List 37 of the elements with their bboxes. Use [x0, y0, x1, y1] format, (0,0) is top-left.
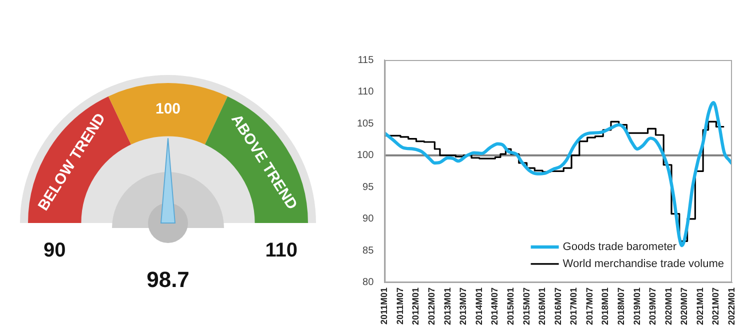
x-tick-label: 2018M07: [616, 287, 626, 325]
y-tick-label: 95: [362, 182, 374, 193]
text: 110: [265, 240, 298, 262]
y-tick-label: 90: [362, 214, 374, 225]
x-tick-label: 2016M01: [537, 287, 548, 325]
y-tick-label: 110: [358, 86, 374, 98]
slice-label: 100: [155, 100, 181, 118]
x-tick-label: 2021M01: [694, 287, 705, 325]
x-tick-label: 2019M01: [632, 287, 642, 325]
text: 98.7: [146, 267, 190, 292]
x-tick-label: 2020M07: [679, 287, 690, 325]
x-tick-label: 2015M07: [521, 287, 532, 325]
x-tick-label: 2015M01: [505, 287, 516, 325]
x-tick-label: 2019M07: [648, 287, 658, 325]
x-tick-label: 2012M01: [410, 287, 421, 325]
text: 90: [43, 240, 66, 262]
y-tick-label: 105: [356, 118, 374, 130]
y-tick-label: 85: [362, 245, 374, 256]
x-tick-label: 2017M01: [568, 287, 579, 325]
legend-label: World merchandise trade volume: [562, 258, 724, 270]
x-tick-label: 2014M01: [474, 287, 484, 325]
y-tick-label: 100: [356, 150, 374, 162]
x-tick-label: 2016M07: [552, 287, 563, 325]
x-tick-label: 2020M01: [663, 287, 674, 325]
legend-label: Goods trade barometer: [562, 241, 677, 253]
x-tick-label: 2011M07: [394, 287, 405, 325]
y-tick-label: 115: [358, 54, 374, 66]
x-tick-label: 2017M07: [584, 287, 594, 325]
x-tick-label: 2011M01: [379, 287, 390, 325]
x-tick-label: 2013M07: [458, 287, 468, 325]
y-tick-label: 80: [362, 277, 374, 288]
x-tick-label: 2012M07: [426, 287, 437, 325]
x-tick-label: 2022M01: [726, 287, 736, 325]
x-tick-label: 2014M07: [490, 287, 500, 325]
x-tick-label: 2013M01: [442, 287, 452, 325]
x-tick-label: 2021M07: [710, 287, 721, 325]
x-tick-label: 2018M01: [600, 287, 610, 325]
